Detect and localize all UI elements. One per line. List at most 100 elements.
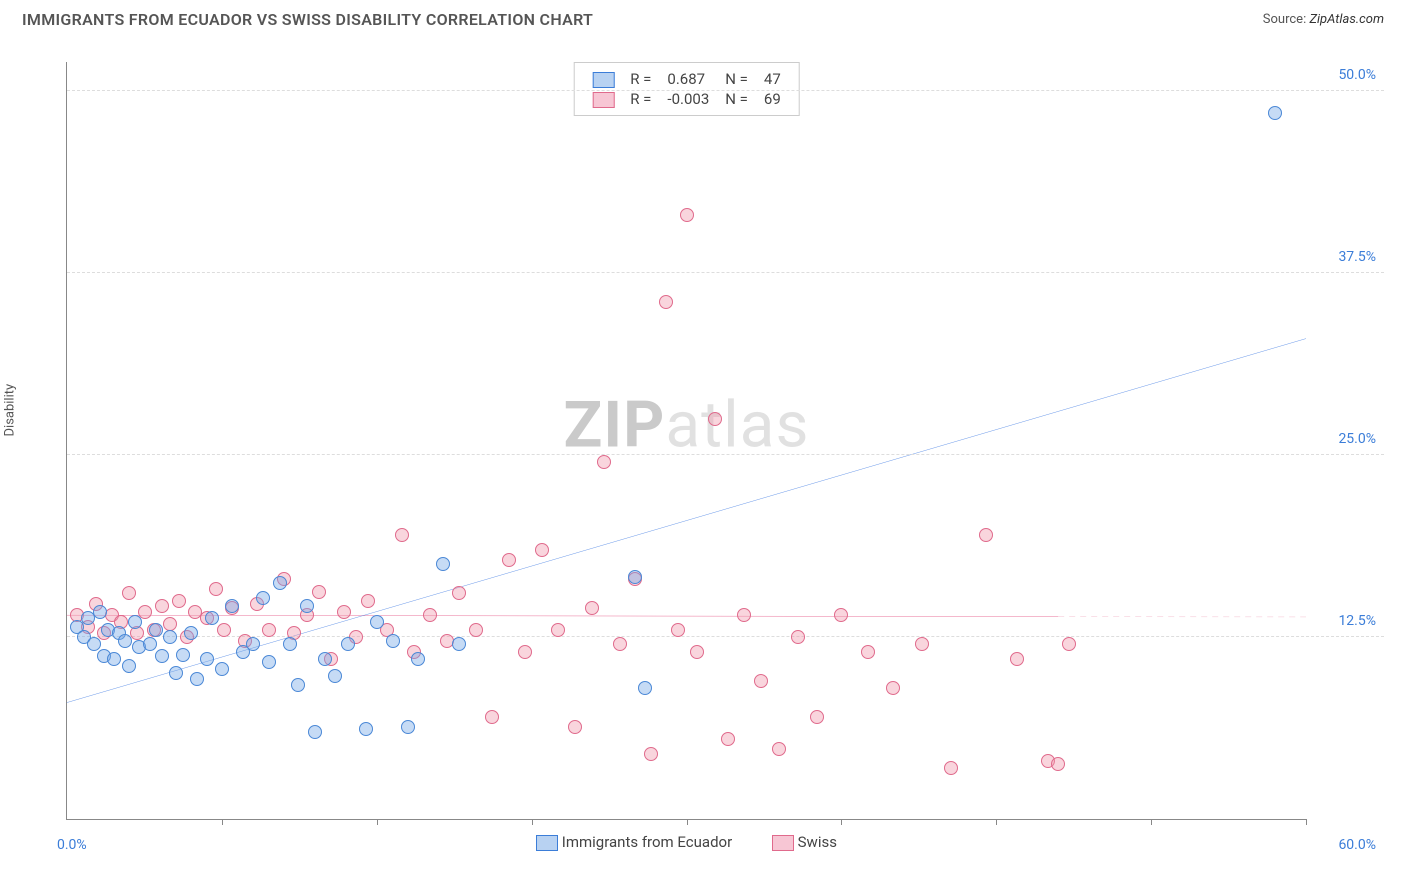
- scatter-point: [172, 594, 186, 608]
- scatter-point: [1010, 652, 1024, 666]
- scatter-point: [143, 637, 157, 651]
- scatter-point: [169, 666, 183, 680]
- scatter-point: [551, 623, 565, 637]
- scatter-point: [87, 637, 101, 651]
- r-label: R =: [622, 69, 659, 89]
- scatter-point: [721, 732, 735, 746]
- chart-header: IMMIGRANTS FROM ECUADOR VS SWISS DISABIL…: [0, 0, 1406, 35]
- scatter-point: [861, 645, 875, 659]
- scatter-point: [638, 681, 652, 695]
- x-tick: [222, 819, 223, 825]
- scatter-point: [308, 725, 322, 739]
- scatter-point: [502, 553, 516, 567]
- x-tick: [996, 819, 997, 825]
- regression-lines: [67, 62, 1306, 819]
- scatter-point: [810, 710, 824, 724]
- scatter-point: [122, 586, 136, 600]
- scatter-point: [485, 710, 499, 724]
- n-value-b: 69: [756, 89, 789, 109]
- scatter-point: [944, 761, 958, 775]
- swatch-ecuador: [592, 72, 614, 88]
- scatter-point: [118, 634, 132, 648]
- scatter-point: [423, 608, 437, 622]
- scatter-point: [613, 637, 627, 651]
- scatter-point: [452, 637, 466, 651]
- scatter-point: [1062, 637, 1076, 651]
- scatter-point: [205, 611, 219, 625]
- scatter-point: [535, 543, 549, 557]
- scatter-point: [754, 674, 768, 688]
- scatter-point: [1051, 757, 1065, 771]
- scatter-point: [886, 681, 900, 695]
- scatter-point: [361, 594, 375, 608]
- correlation-legend: R = 0.687 N = 47 R = -0.003 N = 69: [573, 62, 800, 116]
- scatter-point: [273, 576, 287, 590]
- gridline: [67, 636, 1384, 637]
- gridline: [67, 454, 1384, 455]
- scatter-point: [518, 645, 532, 659]
- scatter-point: [256, 591, 270, 605]
- r-label: R =: [622, 89, 659, 109]
- scatter-point: [370, 615, 384, 629]
- legend-row-a: R = 0.687 N = 47: [584, 69, 789, 89]
- scatter-point: [791, 630, 805, 644]
- scatter-point: [411, 652, 425, 666]
- n-value-a: 47: [756, 69, 789, 89]
- scatter-point: [318, 652, 332, 666]
- scatter-point: [452, 586, 466, 600]
- scatter-point: [93, 605, 107, 619]
- scatter-point: [328, 669, 342, 683]
- source-label: Source:: [1263, 12, 1306, 27]
- chart-title: IMMIGRANTS FROM ECUADOR VS SWISS DISABIL…: [22, 10, 593, 29]
- scatter-point: [337, 605, 351, 619]
- legend-item-swiss: Swiss: [772, 833, 837, 851]
- x-tick: [532, 819, 533, 825]
- scatter-point: [107, 652, 121, 666]
- scatter-point: [708, 412, 722, 426]
- series-legend: Immigrants from Ecuador Swiss: [67, 833, 1306, 851]
- scatter-point: [597, 455, 611, 469]
- scatter-point: [190, 672, 204, 686]
- scatter-point: [585, 601, 599, 615]
- chart-area: Disability ZIPatlas R = 0.687 N = 47 R =…: [22, 44, 1384, 874]
- scatter-point: [163, 630, 177, 644]
- scatter-point: [122, 659, 136, 673]
- scatter-point: [737, 608, 751, 622]
- scatter-point: [395, 528, 409, 542]
- scatter-point: [300, 599, 314, 613]
- scatter-point: [149, 623, 163, 637]
- scatter-point: [834, 608, 848, 622]
- x-tick: [1151, 819, 1152, 825]
- scatter-point: [291, 678, 305, 692]
- scatter-point: [680, 208, 694, 222]
- scatter-point: [217, 623, 231, 637]
- r-value-a: 0.687: [659, 69, 717, 89]
- source-value: ZipAtlas.com: [1309, 12, 1384, 27]
- scatter-point: [262, 655, 276, 669]
- scatter-point: [979, 528, 993, 542]
- legend-label-ecuador: Immigrants from Ecuador: [562, 833, 732, 851]
- scatter-point: [659, 295, 673, 309]
- y-axis-label: Disability: [3, 384, 18, 437]
- scatter-point: [436, 557, 450, 571]
- x-min-label: 0.0%: [57, 837, 87, 853]
- scatter-point: [155, 599, 169, 613]
- scatter-point: [312, 585, 326, 599]
- x-max-label: 60.0%: [1338, 837, 1376, 853]
- scatter-point: [128, 615, 142, 629]
- scatter-point: [262, 623, 276, 637]
- scatter-point: [628, 570, 642, 584]
- scatter-point: [163, 617, 177, 631]
- n-label: N =: [717, 89, 756, 109]
- x-tick: [1306, 819, 1307, 825]
- scatter-point: [176, 648, 190, 662]
- scatter-point: [155, 649, 169, 663]
- swatch-ecuador-icon: [536, 835, 558, 851]
- x-tick: [687, 819, 688, 825]
- scatter-point: [690, 645, 704, 659]
- legend-item-ecuador: Immigrants from Ecuador: [536, 833, 732, 851]
- plot-region: ZIPatlas R = 0.687 N = 47 R = -0.003 N =…: [66, 62, 1306, 820]
- scatter-point: [772, 742, 786, 756]
- scatter-point: [246, 637, 260, 651]
- legend-label-swiss: Swiss: [798, 833, 837, 851]
